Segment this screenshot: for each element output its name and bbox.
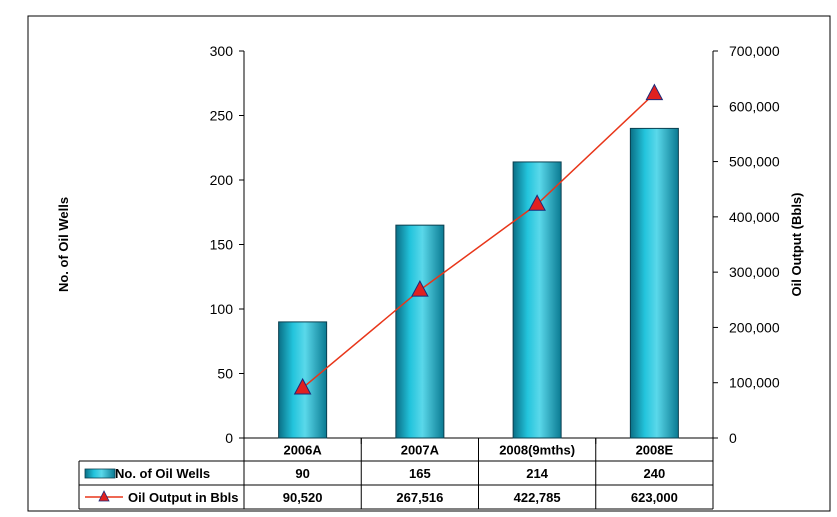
y2-tick-label: 600,000	[729, 98, 780, 114]
y-tick-label: 200	[210, 172, 234, 188]
y2-tick-label: 100,000	[729, 375, 780, 391]
series-line	[302, 93, 655, 389]
y-tick-label: 100	[210, 301, 234, 317]
y2-tick-label: 500,000	[729, 154, 780, 170]
y-axis-title: No. of Oil Wells	[56, 197, 71, 292]
legend-marker-swatch	[98, 490, 110, 502]
y2-axis-title: Oil Output (Bbls)	[789, 193, 804, 297]
y2-tick-label: 700,000	[729, 43, 780, 59]
y-tick-label: 250	[210, 108, 234, 124]
triangle-marker	[293, 377, 312, 395]
legend-label: Oil Output in Bbls	[128, 490, 239, 505]
y-tick-label: 300	[210, 43, 234, 59]
data-label: 214	[526, 466, 548, 481]
triangle-marker	[645, 83, 664, 101]
y-tick-label: 50	[217, 366, 233, 382]
y2-tick-label: 300,000	[729, 264, 780, 280]
y-tick-label: 0	[225, 430, 233, 446]
data-label: 623,000	[631, 490, 678, 505]
x-tick-label: 2006A	[283, 443, 322, 458]
data-label: 267,516	[396, 490, 443, 505]
y-tick-label: 150	[210, 237, 234, 253]
data-label: 422,785	[514, 490, 561, 505]
x-tick-label: 2007A	[401, 443, 440, 458]
y2-tick-label: 0	[729, 430, 737, 446]
triangle-marker	[411, 280, 429, 297]
legend-label: No. of Oil Wells	[115, 466, 210, 481]
data-label: 90,520	[283, 490, 323, 505]
x-tick-label: 2008E	[636, 443, 674, 458]
y2-tick-label: 400,000	[729, 209, 780, 225]
bar	[629, 127, 679, 439]
data-label: 165	[409, 466, 431, 481]
data-label: 90	[295, 466, 309, 481]
legend-bar-swatch	[84, 468, 116, 479]
bar	[395, 224, 445, 439]
triangle-marker	[528, 194, 546, 211]
data-label: 240	[644, 466, 666, 481]
y2-tick-label: 200,000	[729, 319, 780, 335]
x-tick-label: 2008(9mths)	[499, 443, 575, 458]
